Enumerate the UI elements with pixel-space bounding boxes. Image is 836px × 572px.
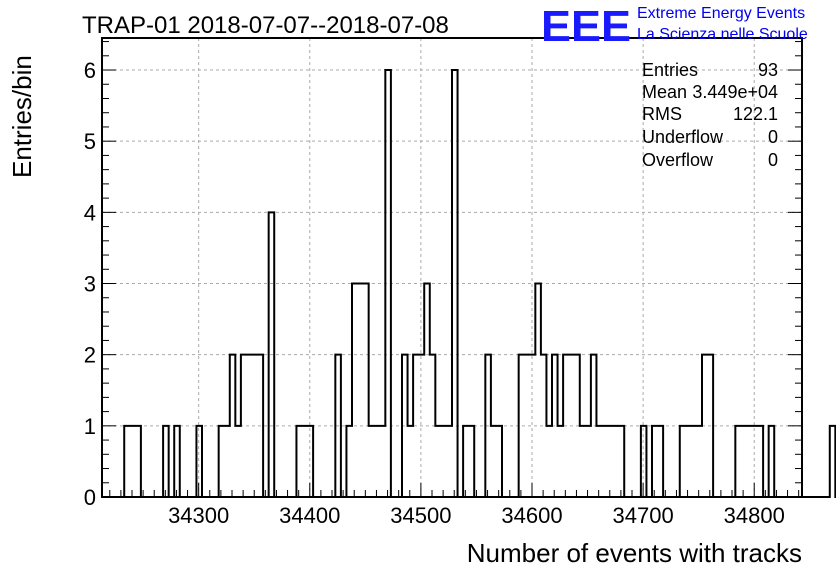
y-tick-label: 3	[84, 272, 96, 297]
stat-label-rms: RMS	[642, 104, 682, 124]
stat-value-underflow: 0	[768, 127, 778, 147]
x-tick-label: 34700	[613, 503, 674, 528]
stat-label-entries: Entries	[642, 60, 698, 80]
stat-value-overflow: 0	[768, 150, 778, 170]
x-tick-label: 34300	[168, 503, 229, 528]
stat-value-rms: 122.1	[733, 104, 778, 124]
axis-ticks	[102, 41, 802, 498]
chart-title: TRAP-01 2018-07-07--2018-07-08	[82, 12, 449, 39]
stats-box: Entries 93 Mean 3.449e+04 RMS 122.1 Unde…	[642, 60, 778, 170]
y-tick-label: 6	[84, 58, 96, 83]
stat-value-mean: 3.449e+04	[692, 82, 778, 102]
y-tick-label: 2	[84, 343, 96, 368]
x-tick-label: 34500	[390, 503, 451, 528]
brand-line-2: La Scienza nelle Scuole	[637, 26, 808, 43]
y-tick-label: 0	[84, 485, 96, 510]
plot-frame	[101, 37, 803, 498]
x-tick-label: 34800	[724, 503, 785, 528]
tick-labels: 34300 34400 34500 34600 34700 34800 0 1 2 3 4 5 6	[84, 58, 785, 528]
stat-label-underflow: Underflow	[642, 127, 724, 147]
x-tick-label: 34400	[279, 503, 340, 528]
x-axis-label: Number of events with tracks	[467, 538, 802, 568]
brand-line-1: Extreme Energy Events	[637, 5, 805, 22]
stat-value-entries: 93	[758, 60, 778, 80]
stat-label-mean: Mean	[642, 82, 687, 102]
y-tick-label: 5	[84, 129, 96, 154]
stat-label-overflow: Overflow	[642, 150, 714, 170]
y-axis-label: Entries/bin	[7, 55, 37, 178]
y-tick-label: 4	[84, 200, 96, 225]
x-tick-label: 34600	[501, 503, 562, 528]
y-tick-label: 1	[84, 414, 96, 439]
eee-logo: EEE	[541, 2, 631, 51]
